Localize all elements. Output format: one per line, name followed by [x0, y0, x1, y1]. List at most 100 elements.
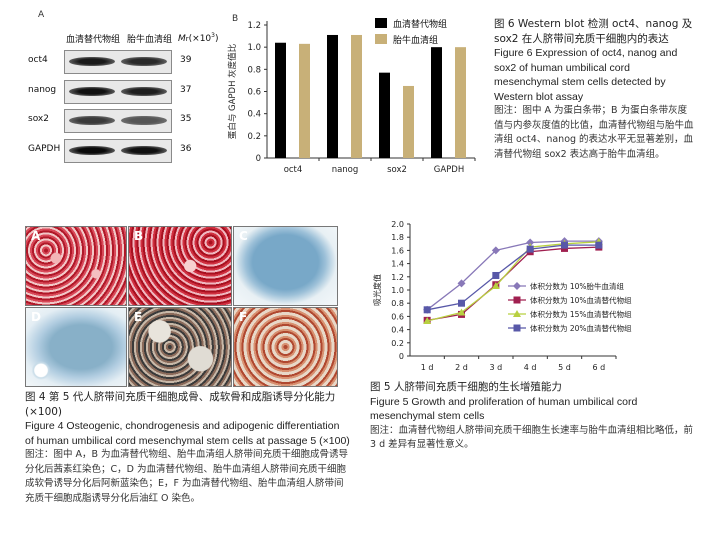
wb-band: [69, 87, 115, 96]
line-x-tick-label: 6 d: [592, 363, 605, 372]
bar: [379, 72, 390, 158]
wb-band: [69, 57, 115, 66]
micrograph-a: A: [25, 226, 127, 306]
line-point: [595, 241, 603, 249]
wb-band: [69, 146, 115, 155]
wb-mw-header: Mr(×103): [178, 32, 219, 44]
line-legend-label: 体积分数为 15%血清替代物组: [530, 309, 632, 319]
line-chart: 0 0.2 0.4 0.6 0.8 1.0 1.2 1.4 1.6 1.8 2.0 吸光度值 1 d 2 …: [372, 220, 632, 372]
line-y-tick-label: 0.2: [391, 339, 404, 348]
figure5-zh-title: 图 5 人脐带间充质干细胞的生长增殖能力: [370, 381, 562, 393]
bar-legend-label: 血清替代物组: [393, 18, 447, 30]
line-series: [426, 240, 599, 311]
bar-legend-label: 胎牛血清组: [393, 34, 438, 46]
micrograph-d: D: [25, 307, 127, 387]
line-point: [457, 279, 466, 288]
wb-band-box: [64, 139, 172, 163]
bar-legend-swatch: [375, 18, 387, 28]
figure6-zh-title: 图 6 Western blot 检测 oct4、nanog 及 sox2 在人…: [494, 18, 693, 45]
line-y-tick-label: 0.4: [391, 326, 404, 335]
bar-y-tick-label: 1.2: [247, 21, 261, 31]
line-series: [427, 244, 599, 311]
line-legend-label: 体积分数为 10%血清替代物组: [530, 295, 632, 305]
wb-band-box: [64, 80, 172, 104]
line-legend-marker: [513, 296, 521, 304]
micrograph-b-label: B: [134, 229, 144, 243]
figure6-en-title: Figure 6 Expression of oct4, nanog and s…: [494, 47, 678, 103]
bar-x-tick-label: sox2: [387, 165, 407, 175]
line-legend-label: 体积分数为 10%胎牛血清组: [530, 281, 625, 291]
wb-row-label: nanog: [28, 85, 57, 95]
wb-row-mw: 35: [180, 114, 192, 124]
line-y-tick-label: 0: [399, 352, 404, 361]
wb-band: [69, 116, 115, 125]
micrograph-f-label: F: [239, 310, 248, 324]
line-series: [427, 246, 599, 322]
line-legend-marker: [513, 282, 521, 290]
line-y-tick-label: 0.8: [391, 299, 404, 308]
line-point: [526, 245, 534, 253]
bar-x-tick-label: oct4: [284, 165, 303, 175]
line-point: [458, 299, 465, 307]
line-x-tick-label: 5 d: [558, 363, 571, 372]
line-point: [491, 246, 500, 255]
bar-chart: 0 0.2 0.4 0.6 0.8 1.0 1.2 蛋白与 GAPDH 灰度值比 oct4 nan…: [227, 18, 476, 175]
wb-row-mw: 39: [180, 55, 192, 65]
line-y-tick-label: 1.2: [391, 273, 404, 282]
wb-band-box: [64, 50, 172, 74]
bar-x-tick-label: GAPDH: [434, 165, 464, 175]
line-y-tick-label: 2.0: [391, 220, 404, 229]
line-point: [492, 271, 500, 279]
bar-y-axis-label: 蛋白与 GAPDH 灰度值比: [227, 44, 238, 139]
line-y-tick-label: 1.8: [391, 233, 404, 242]
figure4-zh-title: 图 4 第 5 代人脐带间充质干细胞成骨、成软骨和成脂诱导分化能力(×100): [25, 391, 336, 418]
line-point: [526, 238, 535, 247]
micrograph-e: E: [128, 307, 232, 387]
figure6-note: 图注：图中 A 为蛋白条带；B 为蛋白条带灰度值与内参灰度值的比值，血清替代物组…: [494, 105, 694, 160]
bar-y-tick-label: 0.2: [247, 132, 261, 142]
figure5-en-title: Figure 5 Growth and proliferation of hum…: [370, 395, 638, 423]
wb-band-box: [64, 109, 172, 133]
bar-y-tick-label: 0.6: [247, 88, 261, 98]
line-x-tick-label: 2 d: [455, 363, 468, 372]
wb-band: [121, 116, 167, 125]
micrograph-c-label: C: [239, 229, 248, 243]
line-y-tick-label: 0.6: [391, 312, 404, 321]
wb-col1-header: 血清替代物组: [66, 35, 121, 45]
bar: [351, 34, 362, 158]
wb-band: [121, 57, 167, 66]
wb-row-mw: 37: [180, 85, 192, 95]
bar: [327, 34, 338, 158]
line-point: [561, 241, 568, 249]
figure5-caption: 图 5 人脐带间充质干细胞的生长增殖能力 Figure 5 Growth and…: [370, 380, 700, 453]
bar: [299, 43, 310, 158]
line-x-tick-label: 1 d: [421, 363, 434, 372]
line-y-axis-label: 吸光度值: [372, 274, 382, 306]
wb-band: [121, 146, 167, 155]
bar-y-tick-label: 0: [256, 154, 261, 164]
figure5-note: 图注：血清替代物组人脐带间充质干细胞生长速率与胎牛血清组相比略低，前 3 d 差…: [370, 424, 694, 451]
line-x-tick-label: 3 d: [489, 363, 502, 372]
micrograph-e-label: E: [134, 310, 143, 324]
line-point: [491, 282, 500, 290]
line-series: [427, 241, 599, 322]
bar: [455, 47, 466, 158]
bar-y-tick-label: 0.4: [247, 110, 261, 120]
micrograph-b: B: [128, 226, 232, 306]
line-legend-marker: [513, 310, 521, 317]
micrograph-c: C: [233, 226, 338, 306]
bar-legend-swatch: [375, 34, 387, 44]
bar-y-tick-label: 0.8: [247, 65, 261, 75]
micrograph-a-label: A: [31, 229, 41, 243]
line-point: [423, 317, 432, 325]
figure4-en-title: Figure 4 Osteogenic, chondrogenesis and …: [25, 420, 350, 447]
bar-y-tick-label: 1.0: [247, 43, 261, 53]
line-point: [457, 308, 466, 316]
line-legend-marker: [513, 324, 521, 332]
wb-row-label: oct4: [28, 55, 48, 65]
line-y-tick-label: 1.4: [391, 260, 404, 269]
wb-band: [121, 87, 167, 96]
line-point: [423, 306, 431, 314]
figure6-caption: 图 6 Western blot 检测 oct4、nanog 及 sox2 在人…: [494, 17, 694, 162]
wb-col2-header: 胎牛血清组: [127, 35, 173, 45]
